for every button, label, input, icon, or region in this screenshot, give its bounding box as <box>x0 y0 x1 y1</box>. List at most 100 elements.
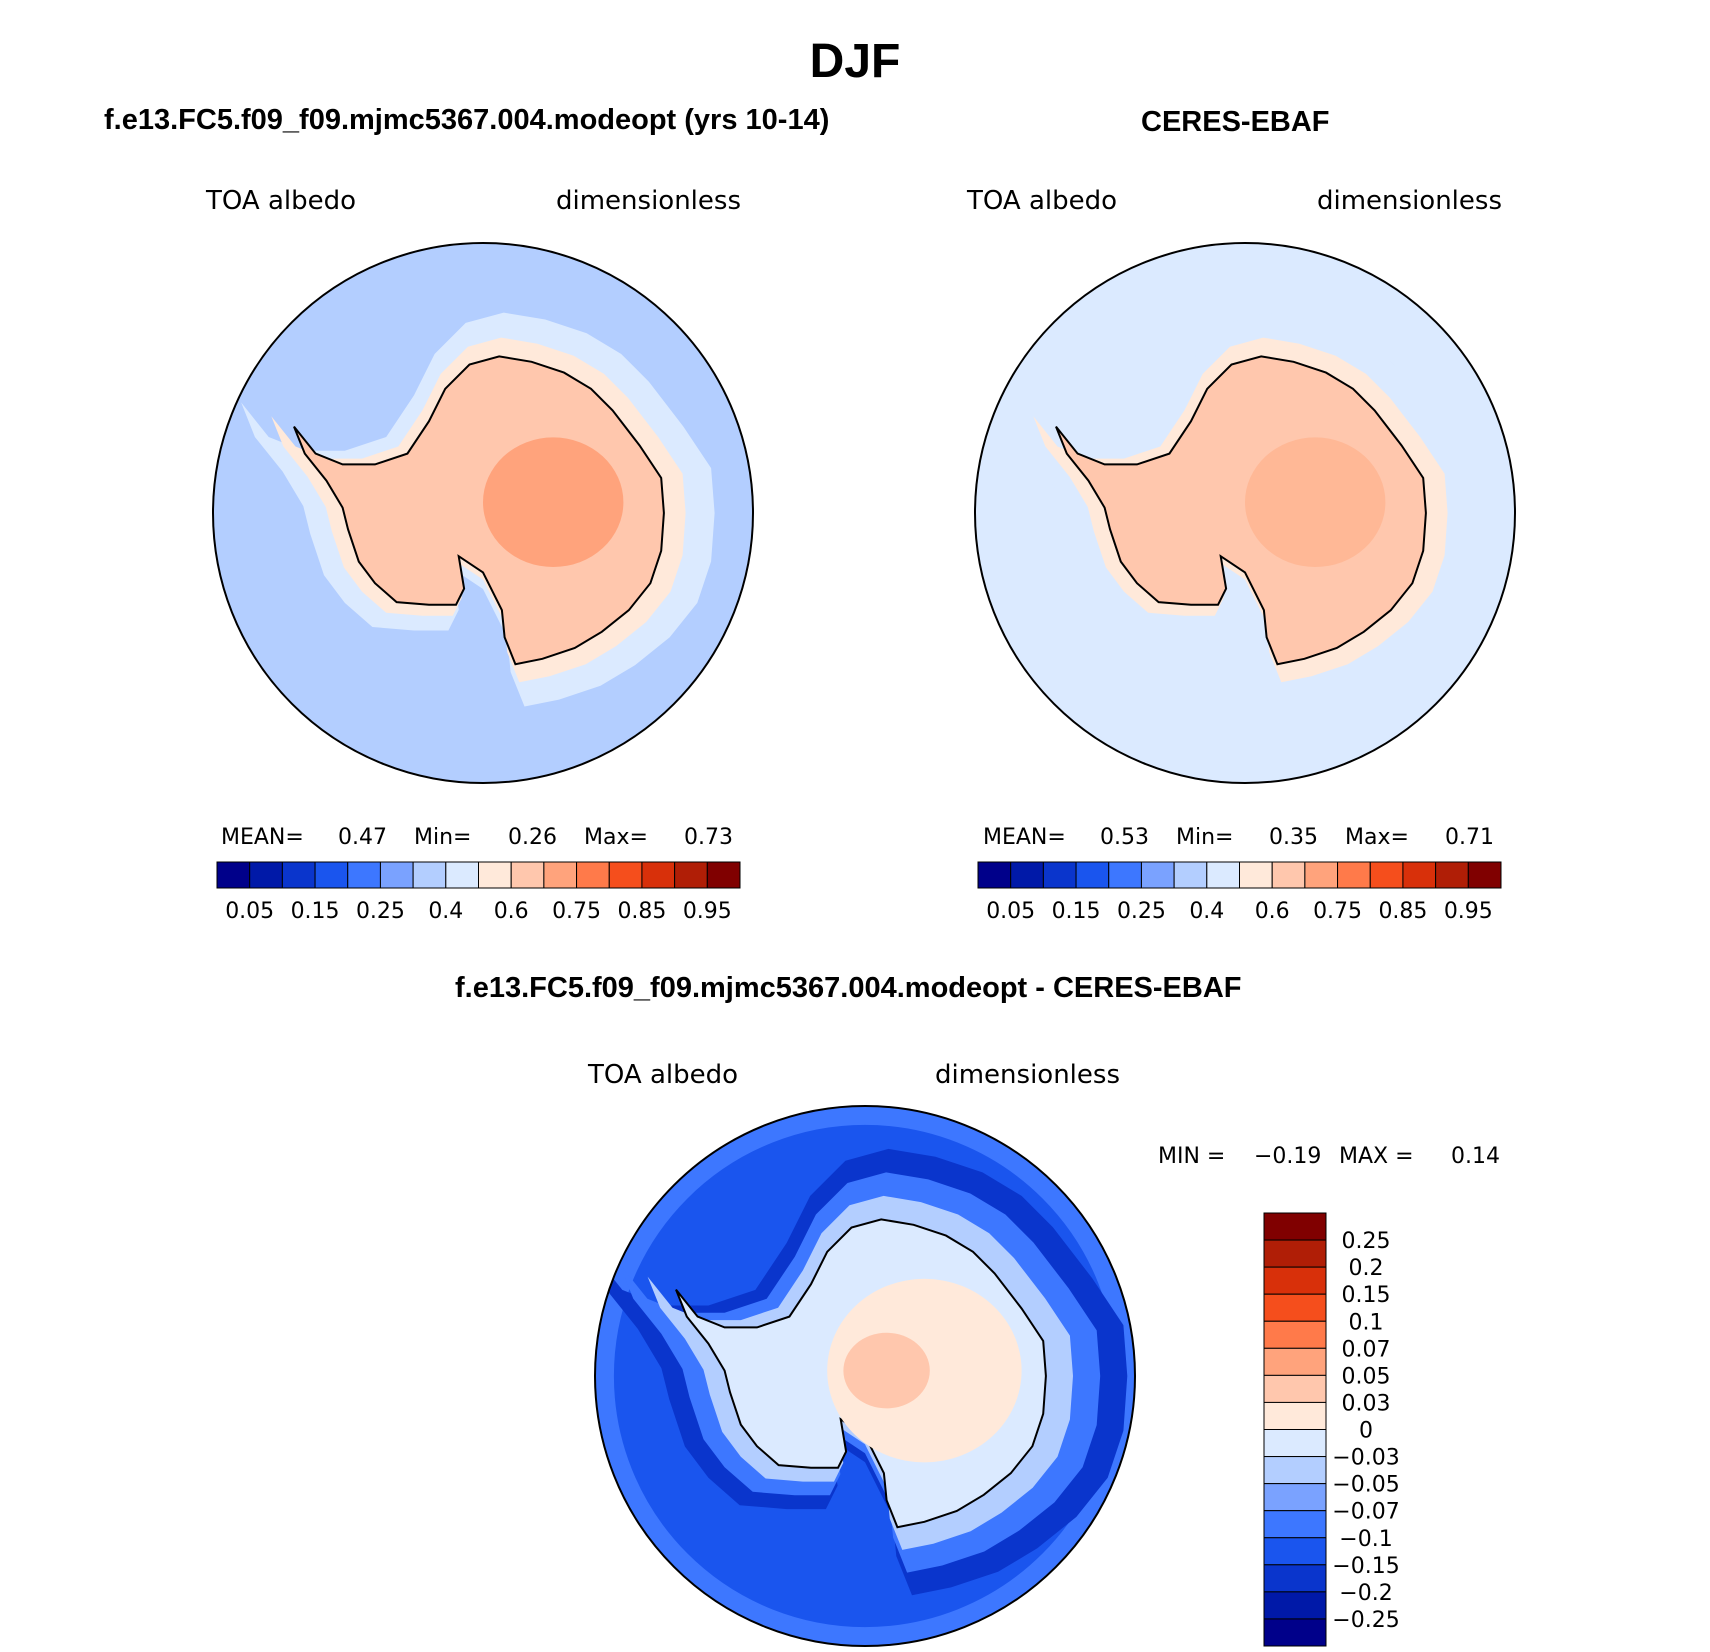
panel1-colorbar-label: 0.05 <box>225 899 274 924</box>
panel3-colorbar-box <box>1263 1401 1327 1430</box>
panel2-units-label: dimensionless <box>1317 186 1502 216</box>
panel3-min-label: MIN = <box>1158 1144 1226 1169</box>
panel2-min-value: 0.35 <box>1269 825 1318 850</box>
panel1-colorbar-box <box>412 861 447 889</box>
panel3-colorbar-label: −0.1 <box>1339 1527 1392 1552</box>
figure-title: DJF <box>809 35 901 88</box>
panel2-colorbar-label: 0.95 <box>1444 899 1493 924</box>
panel2-colorbar-box <box>1435 861 1469 889</box>
panel3-colorbar-box <box>1263 1320 1327 1349</box>
panel2-colorbar-label: 0.05 <box>986 899 1035 924</box>
panel1-colorbar-label: 0.25 <box>356 899 405 924</box>
panel2-title: CERES-EBAF <box>1141 106 1330 138</box>
panel1-colorbar-box <box>445 861 479 889</box>
panel1-title: f.e13.FC5.f09_f09.mjmc5367.004.modeopt (… <box>104 104 830 136</box>
panel3-colorbar-label: 0.2 <box>1349 1256 1384 1281</box>
panel1-colorbar-label: 0.6 <box>494 899 529 924</box>
panel1-colorbar-box <box>674 861 708 889</box>
panel2-colorbar-box <box>1337 861 1371 889</box>
panel2-colorbar-box <box>1369 861 1404 889</box>
panel3-colorbar-label: −0.05 <box>1332 1473 1399 1498</box>
panel3-colorbar-label: 0.05 <box>1342 1364 1391 1389</box>
panel3-units-label: dimensionless <box>935 1060 1120 1090</box>
panel1-colorbar-label: 0.15 <box>291 899 340 924</box>
panel1-colorbar-box <box>510 861 545 889</box>
panel1-colorbar-box <box>706 861 741 889</box>
panel2-colorbar-box <box>1140 861 1175 889</box>
panel2-colorbar-box <box>1304 861 1339 889</box>
panel2-colorbar-box <box>1402 861 1437 889</box>
panel3-colorbar-box <box>1263 1266 1327 1295</box>
panel2-colorbar-label: 0.85 <box>1378 899 1427 924</box>
panel2-ice-core <box>1245 437 1386 567</box>
panel2-colorbar-box <box>1042 861 1077 889</box>
panel2-map-border <box>974 242 1516 784</box>
panel3-variable-label: TOA albedo <box>588 1060 739 1090</box>
panel2-colorbar-label: 0.4 <box>1189 899 1224 924</box>
panel1-ice-core <box>483 437 624 567</box>
panel3-colorbar-box <box>1263 1374 1327 1403</box>
panel2-colorbar-box <box>1075 861 1110 889</box>
panel2-colorbar-box <box>1173 861 1208 889</box>
panel1-min-value: 0.26 <box>508 825 557 850</box>
panel1-colorbar-label: 0.75 <box>552 899 601 924</box>
panel3-colorbar-box <box>1263 1239 1327 1268</box>
panel1-mean-label: MEAN= <box>221 825 304 850</box>
panel1-max-label: Max= <box>584 825 648 850</box>
panel1-variable-label: TOA albedo <box>206 186 357 216</box>
panel3-max-label: MAX = <box>1339 1144 1414 1169</box>
panel1-colorbar-box <box>347 861 381 889</box>
panel3-max-value: 0.14 <box>1451 1144 1500 1169</box>
panel2-colorbar-label: 0.6 <box>1255 899 1290 924</box>
panel1-colorbar-box <box>543 861 578 889</box>
panel3-colorbar-box <box>1263 1564 1327 1593</box>
panel1-colorbar-box <box>249 861 283 889</box>
panel1-colorbar-box <box>478 861 512 889</box>
panel1-mean-value: 0.47 <box>338 825 387 850</box>
panel1-colorbar-label: 0.4 <box>428 899 463 924</box>
panel2-colorbar-box <box>1271 861 1306 889</box>
panel3-colorbar-box <box>1263 1510 1327 1539</box>
panel1-units-label: dimensionless <box>556 186 741 216</box>
panel2-max-value: 0.71 <box>1445 825 1494 850</box>
panel2-variable-label: TOA albedo <box>967 186 1118 216</box>
panel3-ice-core <box>843 1332 930 1409</box>
panel3-colorbar-box <box>1263 1212 1327 1241</box>
panel2-mean-value: 0.53 <box>1100 825 1149 850</box>
panel3-colorbar-label: −0.15 <box>1332 1554 1399 1579</box>
panel2-colorbar-box <box>1206 861 1240 889</box>
panel2-colorbar-box <box>1010 861 1044 889</box>
panel3-colorbar-box <box>1263 1456 1327 1485</box>
panel1-map-border <box>212 242 754 784</box>
panel3-colorbar-label: −0.07 <box>1332 1500 1399 1525</box>
panel1-colorbar-box <box>641 861 676 889</box>
panel3-title: f.e13.FC5.f09_f09.mjmc5367.004.modeopt -… <box>455 972 1242 1004</box>
panel3-colorbar-box <box>1263 1429 1327 1458</box>
panel3-map <box>594 1105 1136 1647</box>
panel2-colorbar-box <box>1239 861 1273 889</box>
panel3-colorbar-label: 0 <box>1359 1419 1373 1444</box>
panel1-colorbar-box <box>608 861 643 889</box>
panel3-colorbar-box <box>1263 1591 1327 1620</box>
panel1-colorbar-label: 0.95 <box>683 899 732 924</box>
panel3-min-value: −0.19 <box>1254 1144 1322 1169</box>
panel3-colorbar-label: 0.07 <box>1342 1337 1391 1362</box>
panel3-colorbar-label: −0.25 <box>1332 1608 1399 1633</box>
panel3-colorbar-box <box>1263 1293 1327 1322</box>
panel1-map <box>212 242 754 784</box>
panel3-colorbar-box <box>1263 1347 1327 1376</box>
panel1-colorbar-box <box>314 861 349 889</box>
panel3-colorbar-label: −0.03 <box>1332 1446 1399 1471</box>
panel2-colorbar-box <box>1108 861 1142 889</box>
panel1-colorbar-box <box>576 861 610 889</box>
panel3-colorbar-label: 0.1 <box>1349 1310 1384 1335</box>
panel3-colorbar-box <box>1263 1537 1327 1566</box>
panel1-colorbar-box <box>281 861 316 889</box>
panel2-colorbar-box <box>1467 861 1502 889</box>
panel2-colorbar-label: 0.25 <box>1117 899 1166 924</box>
panel3-colorbar-label: 0.03 <box>1342 1391 1391 1416</box>
panel1-min-label: Min= <box>414 825 472 850</box>
panel2-colorbar-label: 0.15 <box>1052 899 1101 924</box>
panel3-colorbar-box <box>1263 1483 1327 1512</box>
